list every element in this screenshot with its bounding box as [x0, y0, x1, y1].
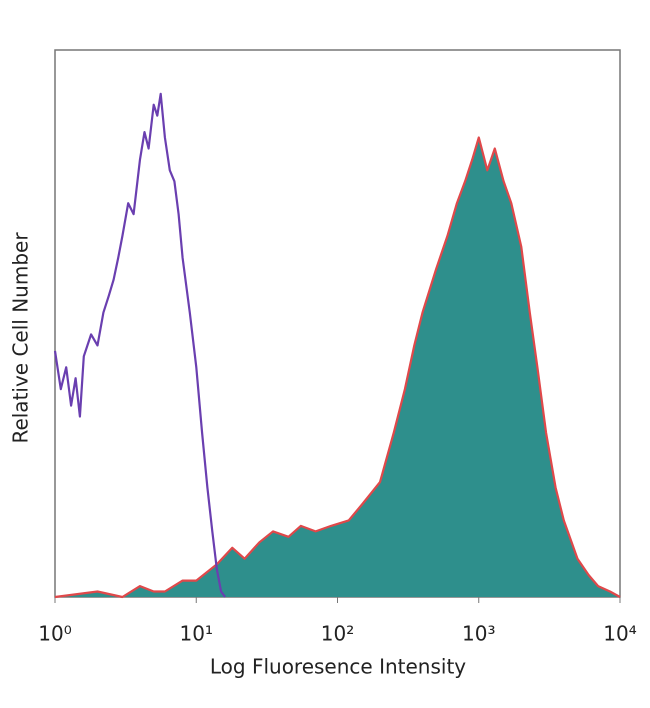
x-tick-label: 10¹ [180, 622, 213, 646]
x-tick-label: 10⁴ [603, 622, 636, 646]
x-axis-label: Log Fluoresence Intensity [210, 655, 466, 679]
histogram-area [55, 137, 620, 597]
histogram-line [53, 92, 226, 598]
x-tick-label: 10³ [462, 622, 495, 646]
histogram-line [54, 136, 621, 599]
y-axis-label: Relative Cell Number [9, 232, 33, 444]
x-tick-label: 10⁰ [38, 622, 71, 646]
x-tick-label: 10² [321, 622, 354, 646]
